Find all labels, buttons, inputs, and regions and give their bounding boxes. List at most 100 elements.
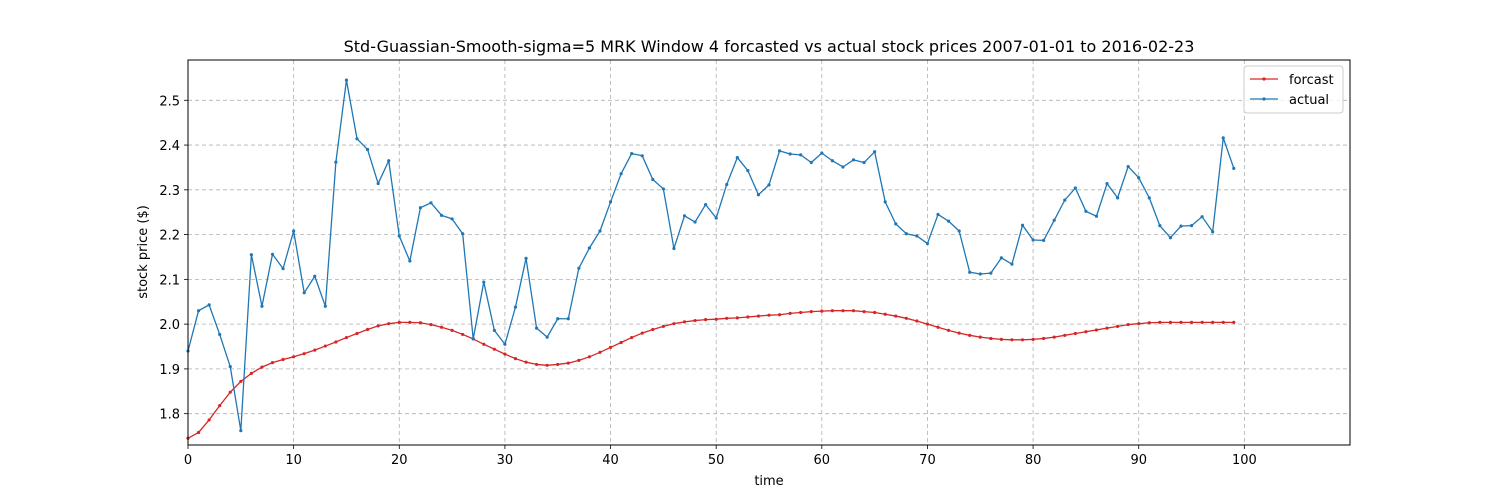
forcast-point (957, 331, 961, 335)
forcast-point (1031, 337, 1035, 341)
forcast-point (387, 322, 391, 326)
actual-line (187, 79, 1235, 432)
x-tick-label: 60 (814, 453, 831, 468)
actual-point (545, 335, 549, 339)
x-tick-label: 30 (497, 453, 514, 468)
actual-point (799, 153, 803, 157)
forcast-point (746, 315, 750, 319)
forcast-point (408, 320, 412, 324)
forcast-point (820, 309, 824, 313)
legend-forcast-label: forcast (1289, 73, 1334, 88)
actual-point (566, 317, 570, 321)
forcast-point (651, 327, 655, 332)
actual-point (661, 187, 665, 191)
forcast-point (1094, 328, 1099, 332)
forcast-point (450, 328, 454, 332)
actual-point (1221, 136, 1225, 140)
forcast-point (1189, 320, 1194, 324)
forcast-point (767, 313, 771, 317)
actual-point (714, 216, 718, 220)
actual-point (1010, 262, 1014, 266)
forcast-point (809, 309, 813, 314)
actual-point (355, 137, 359, 141)
forcast-point (608, 345, 613, 350)
actual-point (1052, 218, 1056, 222)
actual-point (756, 193, 761, 197)
forcast-point (1147, 321, 1151, 325)
forcast-point (270, 361, 275, 365)
actual-point (408, 259, 412, 263)
actual-point (461, 232, 465, 236)
actual-point (1179, 224, 1183, 228)
actual-point (873, 150, 877, 154)
actual-point (820, 151, 824, 155)
forcast-point (323, 344, 327, 348)
actual-point (587, 246, 592, 250)
actual-point (1063, 198, 1067, 202)
actual-point (376, 181, 380, 186)
actual-point (535, 326, 539, 330)
forcast-point (682, 320, 687, 324)
forcast-point (260, 365, 264, 369)
forcast-point (640, 331, 644, 335)
actual-point (1200, 215, 1204, 219)
forcast-point (249, 371, 253, 375)
forcast-point (281, 357, 285, 362)
forcast-point (344, 335, 349, 340)
x-tick-label: 10 (285, 453, 302, 468)
actual-point (450, 217, 454, 221)
forcast-point (1179, 320, 1183, 324)
forcast-point (1105, 326, 1109, 330)
actual-point (809, 160, 813, 165)
actual-point (524, 256, 528, 260)
actual-point (925, 241, 930, 246)
series-layer (186, 78, 1236, 440)
forcast-line (187, 310, 1234, 439)
forcast-point (915, 319, 919, 323)
actual-point (281, 267, 285, 271)
actual-point (260, 304, 264, 308)
x-tick-label: 20 (391, 453, 408, 468)
legend: forcast actual (1243, 65, 1344, 114)
forcast-point (492, 347, 496, 351)
actual-point (915, 234, 919, 238)
y-tick-label: 2.0 (159, 318, 180, 333)
chart-title: Std-Guassian-Smooth-sigma=5 MRK Window 4… (344, 37, 1195, 56)
forcast-point (894, 314, 898, 318)
forcast-point (704, 318, 708, 322)
actual-point (482, 280, 486, 284)
forcast-point (693, 318, 697, 323)
forcast-point (228, 390, 232, 394)
actual-point (725, 182, 729, 187)
actual-point (968, 270, 972, 274)
actual-point (894, 222, 898, 226)
x-tick-label: 40 (602, 453, 619, 468)
forcast-point (196, 430, 201, 435)
actual-point (978, 272, 982, 276)
actual-point (1137, 176, 1141, 180)
forcast-point (1116, 324, 1120, 328)
actual-point (777, 149, 782, 153)
forcast-point (397, 320, 401, 324)
y-tick-label: 2.5 (159, 94, 180, 109)
forcast-point (936, 325, 940, 329)
forcast-point (545, 363, 549, 367)
forcast-point (418, 321, 422, 325)
forcast-point (672, 322, 676, 326)
actual-point (693, 220, 697, 224)
actual-point (196, 309, 201, 313)
legend-actual-marker (1262, 97, 1266, 101)
actual-point (608, 200, 613, 204)
forcast-point (1200, 320, 1204, 324)
actual-point (651, 177, 655, 182)
forcast-point (989, 336, 993, 341)
actual-point (492, 328, 496, 332)
forcast-point (925, 322, 930, 326)
actual-point (672, 246, 676, 251)
series-actual (186, 78, 1236, 433)
forcast-point (756, 314, 761, 318)
forcast-point (1232, 320, 1236, 324)
actual-point (292, 229, 296, 233)
actual-point (556, 317, 560, 321)
